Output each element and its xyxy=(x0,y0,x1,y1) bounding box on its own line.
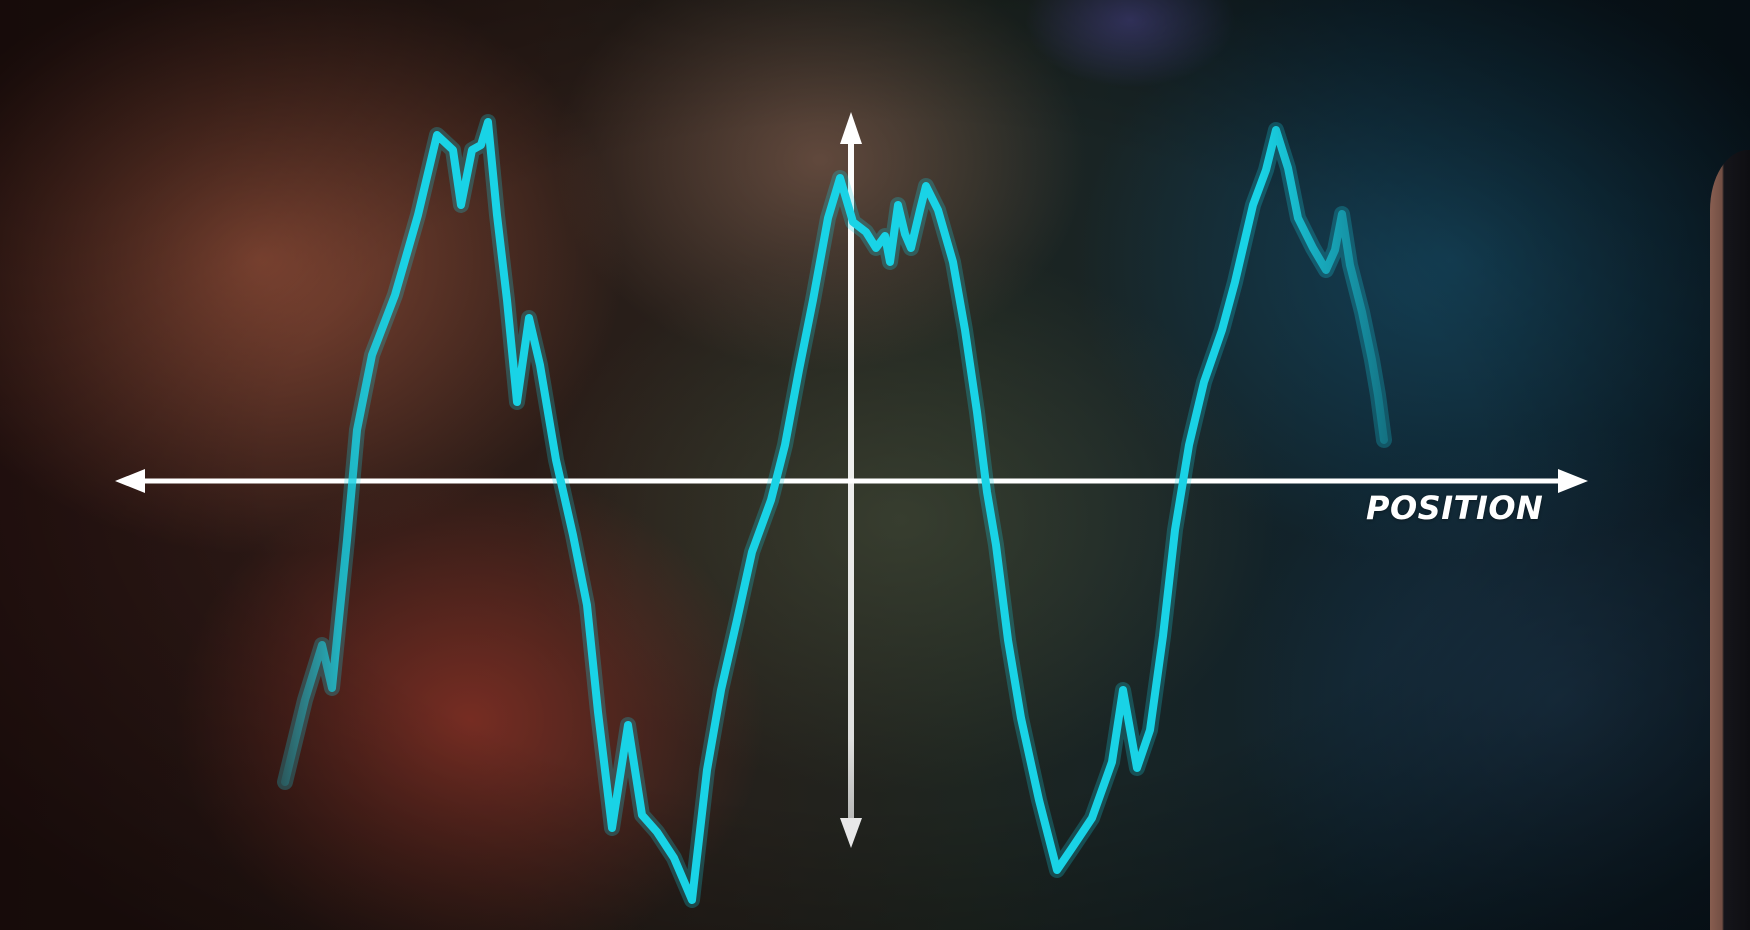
x-axis-arrow-left xyxy=(115,469,145,493)
x-axis-label: POSITION xyxy=(1366,489,1544,527)
y-axis xyxy=(840,112,862,848)
y-axis-arrow-bottom xyxy=(840,818,862,848)
x-axis xyxy=(115,469,1588,493)
x-axis-arrow-right xyxy=(1558,469,1588,493)
wave-curve-line xyxy=(281,118,1388,904)
wave-curve-glow xyxy=(277,114,1392,908)
y-axis-arrow-top xyxy=(840,112,862,144)
wave-curve xyxy=(277,114,1392,908)
presenter-silhouette xyxy=(1710,150,1750,930)
